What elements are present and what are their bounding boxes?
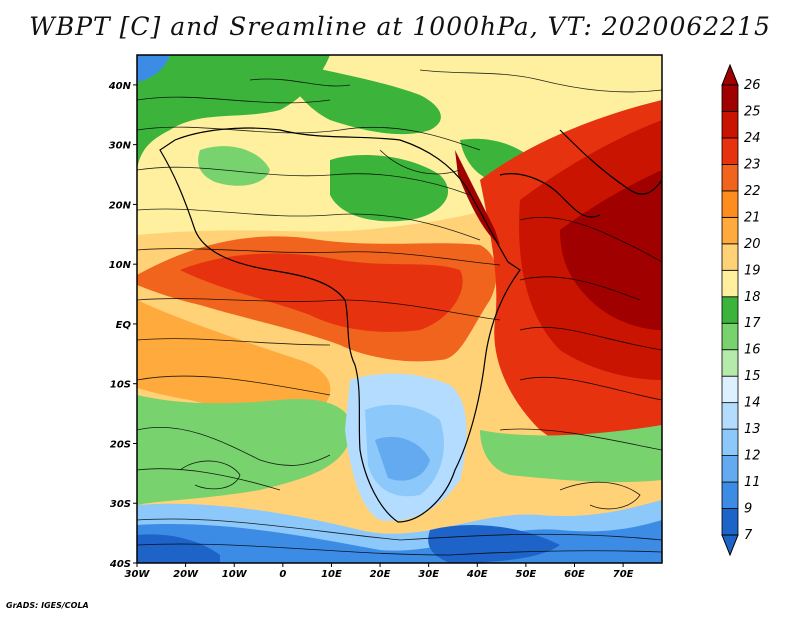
colorbar-label: 24 xyxy=(744,131,761,146)
lat-label: 20S xyxy=(110,439,131,450)
colorbar-label: 14 xyxy=(744,396,761,411)
lat-label: 10N xyxy=(109,260,132,271)
lon-label: 10E xyxy=(321,569,342,580)
colorbar-segment xyxy=(721,216,739,245)
colorbar-label: 19 xyxy=(744,263,761,278)
lat-label: EQ xyxy=(116,320,132,331)
lon-label: 40E xyxy=(466,569,488,580)
lon-label: 0 xyxy=(279,569,286,580)
colorbar-segment xyxy=(721,111,739,139)
colorbar-label: 23 xyxy=(744,157,761,172)
colorbar-label: 25 xyxy=(744,104,761,119)
colorbar-segment xyxy=(721,349,739,377)
colorbar-label: 20 xyxy=(744,237,761,252)
colorbar-label: 11 xyxy=(744,475,761,490)
lon-label: 60E xyxy=(564,569,585,580)
colorbar-label: 17 xyxy=(744,316,761,331)
colorbar-label: 21 xyxy=(744,210,761,225)
lon-label: 30W xyxy=(125,569,151,580)
colorbar-bottom-arrow xyxy=(721,534,739,557)
temperature-field xyxy=(137,55,662,563)
colorbar-segment xyxy=(721,375,739,404)
colorbar: 7 9 11 12 13 14 15 16 17 18 19 20 21 22 23 24 25 26 xyxy=(721,63,761,557)
colorbar-segment xyxy=(721,296,739,324)
colorbar-segment xyxy=(721,269,739,298)
colorbar-segment xyxy=(721,481,739,509)
lon-label: 30E xyxy=(418,569,439,580)
colorbar-label: 22 xyxy=(744,184,761,199)
lon-label: 70E xyxy=(613,569,634,580)
colorbar-segment xyxy=(721,164,739,192)
lat-label: 30S xyxy=(110,499,131,510)
colorbar-segment xyxy=(721,428,739,456)
colorbar-label: 13 xyxy=(744,422,761,437)
colorbar-segment xyxy=(721,402,739,430)
colorbar-segment xyxy=(721,322,739,351)
map-title: WBPT [C] and Sreamline at 1000hPa, VT: 2… xyxy=(29,12,771,41)
lon-label: 50E xyxy=(516,569,537,580)
colorbar-label: 7 xyxy=(744,528,753,543)
lat-label: 40N xyxy=(108,81,132,92)
lat-label: 10S xyxy=(110,380,131,391)
colorbar-label: 16 xyxy=(744,343,761,358)
lon-label: 20E xyxy=(370,569,391,580)
colorbar-label: 15 xyxy=(744,369,761,384)
colorbar-segment xyxy=(721,84,739,112)
colorbar-segment xyxy=(721,137,739,165)
colorbar-label: 18 xyxy=(744,290,761,305)
colorbar-segment xyxy=(721,190,739,218)
lat-label: 30N xyxy=(109,141,132,152)
lat-label: 20N xyxy=(109,200,132,211)
colorbar-segment xyxy=(721,455,739,483)
lat-label: 40S xyxy=(109,559,131,570)
credit-label: GrADS: IGES/COLA xyxy=(6,601,89,610)
colorbar-label: 12 xyxy=(744,449,761,464)
colorbar-label: 9 xyxy=(744,502,752,517)
colorbar-label: 26 xyxy=(744,78,761,93)
lon-label: 20W xyxy=(173,569,199,580)
colorbar-top-arrow xyxy=(721,63,739,86)
colorbar-segment xyxy=(721,243,739,271)
colorbar-segment xyxy=(721,508,739,536)
lon-label: 10W xyxy=(222,569,248,580)
